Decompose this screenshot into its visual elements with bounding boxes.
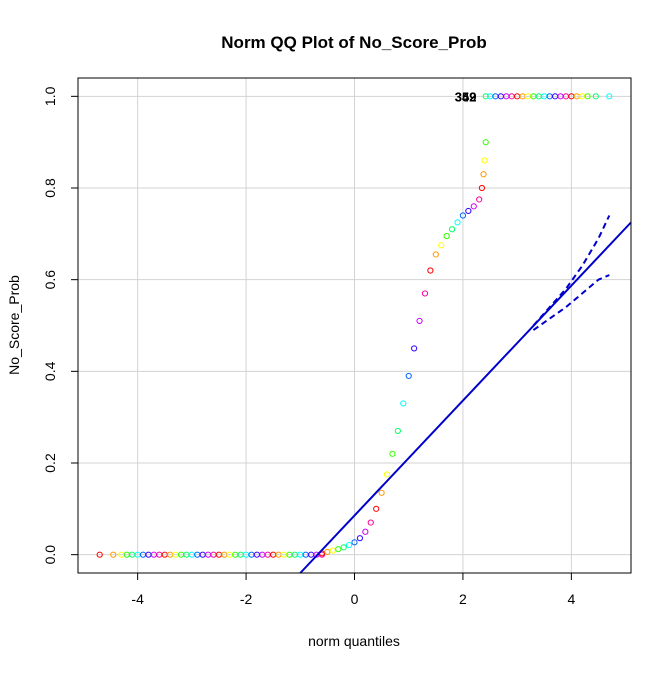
data-point [324,548,331,556]
data-point [592,93,599,100]
data-point [480,171,487,178]
data-point [367,519,374,526]
data-point [389,450,396,457]
data-point [432,251,439,258]
data-point [405,372,412,380]
y-tick-label: 0.0 [42,545,58,565]
point-annotation: 349 [455,89,477,104]
x-axis-label: norm quantiles [308,633,400,649]
x-tick-label: -4 [131,591,144,607]
confidence-band-upper [532,215,611,327]
data-point [448,226,456,233]
data-point [478,184,486,192]
data-point [411,345,418,352]
reference-lines [299,215,632,574]
data-point [481,157,488,164]
x-tick-label: -2 [240,591,253,607]
data-point [329,547,336,554]
data-point [454,219,461,226]
y-axis-label: No_Score_Prob [6,275,22,375]
confidence-band-lower [532,274,610,331]
data-point [373,505,380,512]
data-point [482,139,489,146]
chart-title: Norm QQ Plot of No_Score_Prob [221,33,486,52]
data-point [96,551,103,558]
y-tick-label: 0.4 [42,361,58,381]
data-point [476,196,483,203]
data-point [340,544,347,551]
data-point [356,535,364,542]
data-point [459,212,467,219]
data-point [465,207,472,215]
y-tick-label: 0.6 [42,270,58,290]
data-point [470,203,477,210]
data-point [335,546,342,553]
data-point [416,317,423,325]
point-annotation: 352 [455,89,477,104]
plot-frame [77,77,632,574]
data-point [482,93,489,100]
data-points [96,93,613,558]
x-tick-label: 0 [351,591,359,607]
data-point [443,233,450,240]
data-point [584,93,591,100]
data-point [345,541,353,549]
y-tick-label: 1.0 [42,86,58,106]
axes: -4 -2 0 2 4 0.0 0.2 0.4 0.6 0.8 1.0 [42,86,575,607]
x-tick-label: 2 [459,591,467,607]
grid-lines [78,78,631,573]
data-point [110,551,117,558]
data-point [378,489,385,496]
data-point [606,93,613,100]
y-tick-label: 0.2 [42,453,58,473]
x-tick-label: 4 [567,591,575,607]
data-point [351,539,358,546]
y-tick-label: 0.8 [42,178,58,198]
data-point [427,267,434,274]
data-point [383,471,391,478]
data-point [400,400,407,407]
data-point [394,427,401,435]
data-point [362,528,369,535]
data-point [421,290,429,297]
reference-line [299,221,632,574]
data-point [438,242,445,249]
